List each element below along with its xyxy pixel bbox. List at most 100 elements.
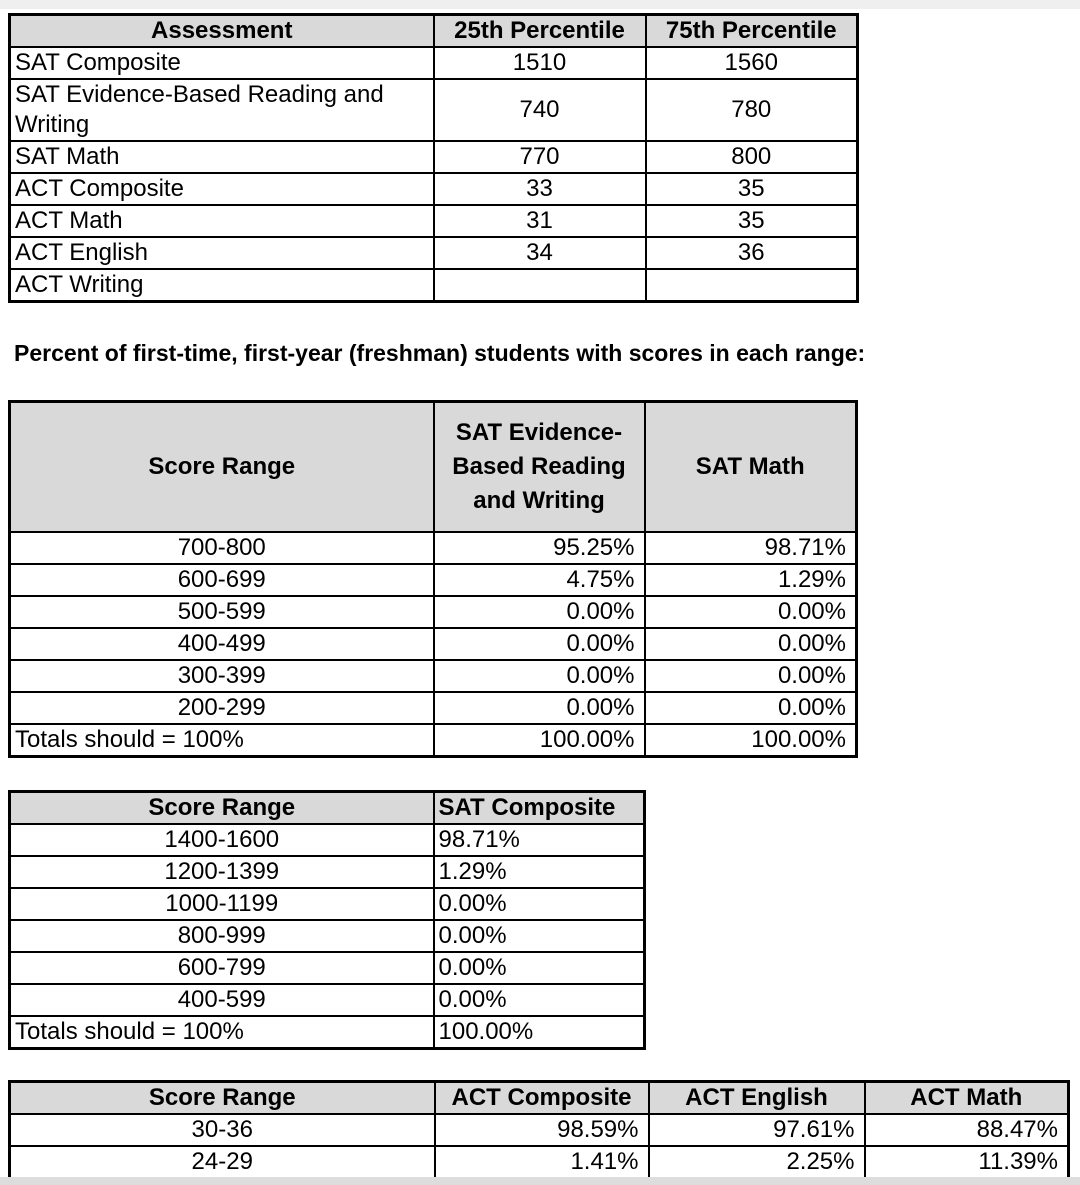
table-cell: 2.25% [647, 1145, 866, 1180]
table-row: ACT English 34 36 [8, 236, 859, 270]
table-cell: 0.00% [643, 690, 858, 725]
table-cell: 97.61% [647, 1113, 866, 1147]
table-cell: ACT English [8, 236, 435, 270]
table-cell: 770 [432, 140, 647, 174]
column-header: ACT Composite [433, 1080, 650, 1115]
table-cell: 400-499 [8, 626, 435, 661]
table-row: 1400-1600 98.71% [8, 823, 646, 857]
table-cell: Totals should = 100% [8, 722, 435, 757]
table-cell: SAT Composite [8, 46, 435, 80]
table-cell: 0.00% [432, 658, 646, 693]
table-cell: ACT Math [8, 204, 435, 238]
table-cell [644, 268, 859, 303]
table-cell: 0.00% [643, 658, 858, 693]
table-row: SAT Composite 1510 1560 [8, 46, 859, 80]
table-cell: 0.00% [643, 626, 858, 661]
table-cell: 800-999 [8, 919, 435, 953]
table-cell: 100.00% [432, 722, 646, 757]
header-row: Score Range ACT Composite ACT English ACT M… [8, 1080, 1070, 1115]
table-row: 24-29 1.41% 2.25% 11.39% [8, 1145, 1070, 1180]
table-row: 600-699 4.75% 1.29% [8, 562, 858, 597]
table-cell: 100.00% [643, 722, 858, 757]
table-row: SAT Math 770 800 [8, 140, 859, 174]
table-row: ACT Writing [8, 268, 859, 303]
act-score-range-table: Score Range ACT Composite ACT English ACT M… [8, 1080, 1070, 1180]
table-cell: SAT Math [8, 140, 435, 174]
table-row: Totals should = 100% 100.00% [8, 1015, 646, 1050]
table-row: 400-499 0.00% 0.00% [8, 626, 858, 661]
column-header: Score Range [8, 790, 435, 825]
table-cell: 0.00% [432, 983, 646, 1017]
table-row: 1200-1399 1.29% [8, 855, 646, 889]
table-cell: 35 [644, 204, 859, 238]
column-header: 75th Percentile [644, 13, 859, 48]
table-cell: 1560 [644, 46, 859, 80]
table-cell: 740 [432, 78, 647, 142]
table-cell: 500-599 [8, 594, 435, 629]
section-heading: Percent of first-time, first-year (fresh… [14, 340, 866, 366]
sat-section-score-range-table: Score Range SAT Evidence-Based Reading an… [8, 400, 858, 758]
header-row: Score Range SAT Composite [8, 790, 646, 825]
table-cell: 1.29% [643, 562, 858, 597]
column-header: 25th Percentile [432, 13, 647, 48]
table-cell: 100.00% [432, 1015, 646, 1050]
table-cell: 0.00% [432, 887, 646, 921]
table-cell: 30-36 [8, 1113, 436, 1147]
table-row: 800-999 0.00% [8, 919, 646, 953]
table-cell: 0.00% [432, 626, 646, 661]
table-cell: 4.75% [432, 562, 646, 597]
table-row: 30-36 98.59% 97.61% 88.47% [8, 1113, 1070, 1147]
table-row: 300-399 0.00% 0.00% [8, 658, 858, 693]
table-row: 1000-1199 0.00% [8, 887, 646, 921]
table-cell: 780 [644, 78, 859, 142]
table-cell: 36 [644, 236, 859, 270]
page-top-edge [0, 0, 1080, 9]
table-cell: 95.25% [432, 530, 646, 565]
table-row: 600-799 0.00% [8, 951, 646, 985]
table-cell: 1200-1399 [8, 855, 435, 889]
table-cell: 24-29 [8, 1145, 436, 1180]
table-cell: 1400-1600 [8, 823, 435, 857]
column-header: SAT Evidence-Based Reading and Writing [432, 400, 646, 533]
table-cell: 200-299 [8, 690, 435, 725]
table-cell: 98.71% [643, 530, 858, 565]
table-cell: 33 [432, 172, 647, 206]
column-header: Score Range [8, 400, 435, 533]
sat-composite-score-range-table: Score Range SAT Composite 1400-1600 98.71%… [8, 790, 646, 1050]
table-row: 700-800 95.25% 98.71% [8, 530, 858, 565]
table-cell: 300-399 [8, 658, 435, 693]
table-row: 400-599 0.00% [8, 983, 646, 1017]
table-cell [432, 268, 647, 303]
column-header: Assessment [8, 13, 435, 48]
table-cell: 0.00% [432, 951, 646, 985]
table-cell: 35 [644, 172, 859, 206]
table-cell: 400-599 [8, 983, 435, 1017]
table-cell: 800 [644, 140, 859, 174]
table-cell: 11.39% [863, 1145, 1070, 1180]
table-cell: 98.71% [432, 823, 646, 857]
column-header: ACT English [647, 1080, 866, 1115]
table-row: ACT Composite 33 35 [8, 172, 859, 206]
column-header: Score Range [8, 1080, 436, 1115]
table-cell: 0.00% [432, 690, 646, 725]
table-cell: 0.00% [432, 594, 646, 629]
table-cell: 34 [432, 236, 647, 270]
table-cell: SAT Evidence-Based Reading and Writing [8, 78, 435, 142]
table-cell: 1000-1199 [8, 887, 435, 921]
table-cell: 1.41% [433, 1145, 650, 1180]
table-cell: 1510 [432, 46, 647, 80]
column-header: ACT Math [863, 1080, 1070, 1115]
sat-act-percentile-table: Assessment 25th Percentile 75th Percentile… [8, 13, 859, 303]
table-row: 200-299 0.00% 0.00% [8, 690, 858, 725]
table-cell: 0.00% [432, 919, 646, 953]
table-cell: 31 [432, 204, 647, 238]
table-cell: ACT Writing [8, 268, 435, 303]
table-cell: 600-699 [8, 562, 435, 597]
table-cell: 0.00% [643, 594, 858, 629]
table-row: ACT Math 31 35 [8, 204, 859, 238]
table-cell: 700-800 [8, 530, 435, 565]
table-cell: 88.47% [863, 1113, 1070, 1147]
column-header: SAT Math [643, 400, 858, 533]
table-row: 500-599 0.00% 0.00% [8, 594, 858, 629]
